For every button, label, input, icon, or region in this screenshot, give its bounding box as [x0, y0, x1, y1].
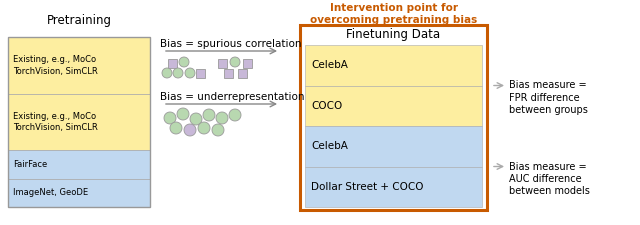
- Circle shape: [179, 57, 189, 67]
- Circle shape: [216, 112, 228, 124]
- Circle shape: [212, 124, 224, 136]
- Bar: [8, 37, 150, 207]
- Text: Finetuning Data: Finetuning Data: [346, 28, 440, 41]
- Bar: [8, 37, 150, 94]
- Text: Bias measure =
AUC difference
between models: Bias measure = AUC difference between mo…: [509, 162, 590, 196]
- Bar: [195, 68, 205, 77]
- Bar: [305, 166, 482, 207]
- Circle shape: [173, 68, 183, 78]
- Circle shape: [185, 68, 195, 78]
- Bar: [237, 68, 246, 77]
- Circle shape: [162, 68, 172, 78]
- Circle shape: [170, 122, 182, 134]
- Circle shape: [198, 122, 210, 134]
- Text: Existing, e.g., MoCo
TorchVision, SimCLR: Existing, e.g., MoCo TorchVision, SimCLR: [13, 55, 98, 76]
- Bar: [305, 45, 482, 86]
- Text: Existing, e.g., MoCo
TorchVision, SimCLR: Existing, e.g., MoCo TorchVision, SimCLR: [13, 112, 98, 132]
- Text: Bias measure =
FPR difference
between groups: Bias measure = FPR difference between gr…: [509, 81, 588, 115]
- Bar: [305, 86, 482, 126]
- Circle shape: [190, 113, 202, 125]
- Text: CelebA: CelebA: [311, 141, 348, 151]
- Circle shape: [177, 108, 189, 120]
- Text: CelebA: CelebA: [311, 60, 348, 70]
- Circle shape: [229, 109, 241, 121]
- Text: Bias = spurious correlation: Bias = spurious correlation: [160, 39, 301, 49]
- Text: FairFace: FairFace: [13, 160, 47, 169]
- Circle shape: [184, 124, 196, 136]
- Text: Intervention point for
overcoming pretraining bias: Intervention point for overcoming pretra…: [310, 3, 477, 25]
- Text: Dollar Street + COCO: Dollar Street + COCO: [311, 182, 424, 192]
- Bar: [243, 58, 252, 68]
- Text: Pretraining: Pretraining: [47, 14, 111, 27]
- Bar: [168, 58, 177, 68]
- Text: Bias = underrepresentation: Bias = underrepresentation: [160, 92, 305, 102]
- Circle shape: [203, 109, 215, 121]
- Bar: [305, 126, 482, 166]
- Bar: [8, 94, 150, 150]
- Bar: [8, 150, 150, 179]
- Bar: [223, 68, 232, 77]
- Circle shape: [230, 57, 240, 67]
- Bar: [300, 25, 487, 210]
- Bar: [8, 179, 150, 207]
- Text: COCO: COCO: [311, 101, 342, 111]
- Bar: [218, 58, 227, 68]
- Text: ImageNet, GeoDE: ImageNet, GeoDE: [13, 188, 88, 197]
- Circle shape: [164, 112, 176, 124]
